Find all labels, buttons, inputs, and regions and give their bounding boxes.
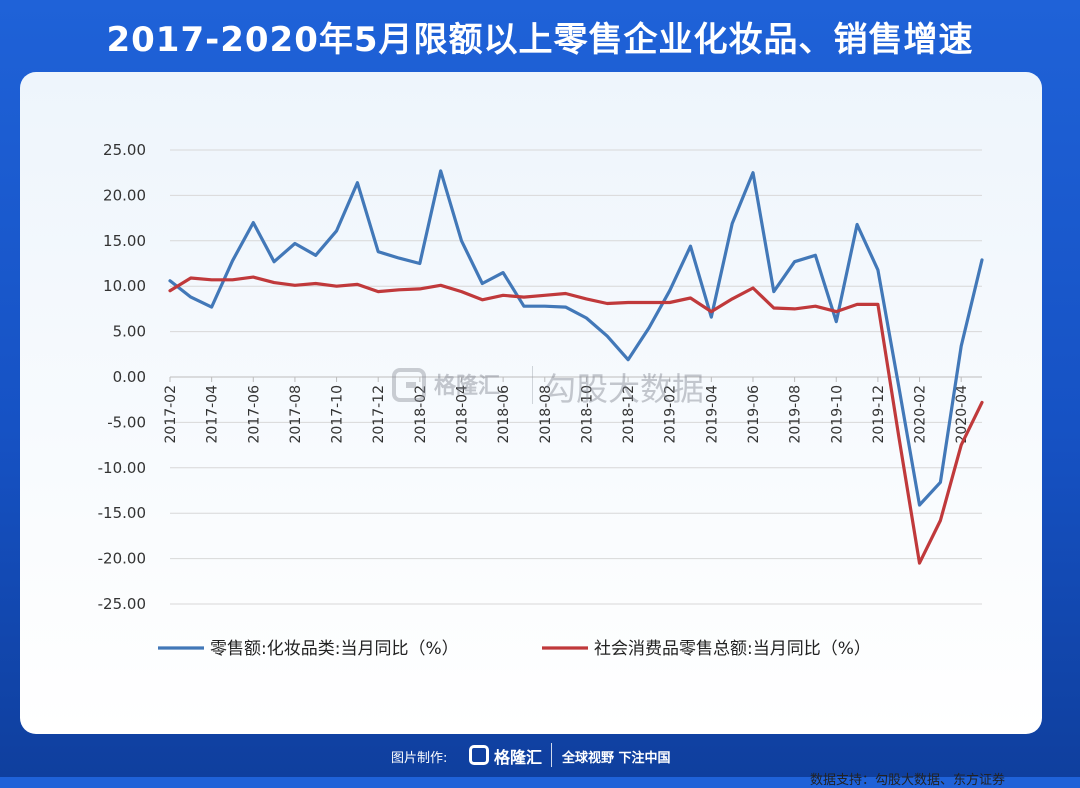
y-tick-label: 20.00 — [103, 186, 146, 204]
x-tick-label: 2020-02 — [913, 385, 929, 444]
x-tick-label: 2019-04 — [704, 385, 720, 444]
series-line-1 — [168, 169, 984, 507]
footer: 图片制作: 格隆汇 全球视野 下注中国 — [0, 741, 1080, 771]
legend-label: 社会消费品零售总额:当月同比（%） — [594, 639, 871, 659]
series-line-2 — [168, 275, 984, 565]
y-tick-label: 0.00 — [113, 368, 146, 386]
footer-divider — [551, 743, 552, 767]
y-tick-label: 10.00 — [103, 277, 146, 295]
footer-slogan: 全球视野 下注中国 — [562, 751, 671, 766]
footer-brand: 格隆汇 — [494, 748, 543, 767]
x-tick-label: 2018-04 — [454, 385, 470, 444]
x-tick-label: 2019-08 — [788, 385, 804, 444]
watermark: 格隆汇 勾股大数据 — [392, 362, 732, 408]
x-tick-label: 2019-06 — [746, 385, 762, 444]
x-tick-label: 2018-10 — [579, 385, 595, 444]
legend-label: 零售额:化妆品类:当月同比（%） — [210, 639, 459, 659]
x-tick-label: 2017-06 — [246, 385, 262, 444]
x-tick-label: 2017-02 — [163, 385, 179, 444]
x-tick-label: 2017-08 — [288, 385, 304, 444]
x-tick-label: 2018-06 — [496, 385, 512, 444]
y-tick-label: 5.00 — [113, 323, 146, 341]
y-tick-label: -25.00 — [98, 595, 146, 613]
x-tick-label: 2017-12 — [371, 385, 387, 444]
line-chart: 25.00 20.00 15.00 10.00 5.00 0.00 -5.00 -10.00 -… — [98, 141, 984, 659]
y-tick-label: 25.00 — [103, 141, 146, 159]
x-tick-label: 2019-02 — [663, 385, 679, 444]
y-tick-label: -5.00 — [107, 413, 146, 431]
x-tick-label: 2017-10 — [330, 385, 346, 444]
x-tick-label: 2019-10 — [829, 385, 845, 444]
y-tick-label: -20.00 — [98, 550, 146, 568]
watermark-logo-icon — [392, 368, 426, 402]
watermark-brand: 格隆汇 — [434, 374, 501, 399]
y-tick-label: -10.00 — [98, 459, 146, 477]
x-tick-label: 2017-04 — [205, 385, 221, 444]
x-tick-label: 2019-12 — [871, 385, 887, 444]
y-tick-label: 15.00 — [103, 232, 146, 250]
watermark-text: 勾股大数据 — [544, 370, 705, 408]
source-note: 数据支持：勾股大数据、东方证券 — [810, 773, 1006, 788]
footer-label: 图片制作: — [391, 751, 448, 766]
x-tick-label: 2018-02 — [413, 385, 429, 444]
chart-panel: 25.00 20.00 15.00 10.00 5.00 0.00 -5.00 -10.00 -… — [20, 72, 1042, 788]
x-tick-label: 2018-12 — [621, 385, 637, 444]
x-tick-label: 2020-04 — [954, 385, 970, 444]
footer-logo-icon — [469, 745, 489, 765]
x-tick-label: 2018-08 — [538, 385, 554, 444]
page-title: 2017-2020年5月限额以上零售企业化妆品、销售增速 — [106, 20, 974, 60]
watermark-divider — [532, 366, 533, 404]
y-tick-label: -15.00 — [98, 504, 146, 522]
